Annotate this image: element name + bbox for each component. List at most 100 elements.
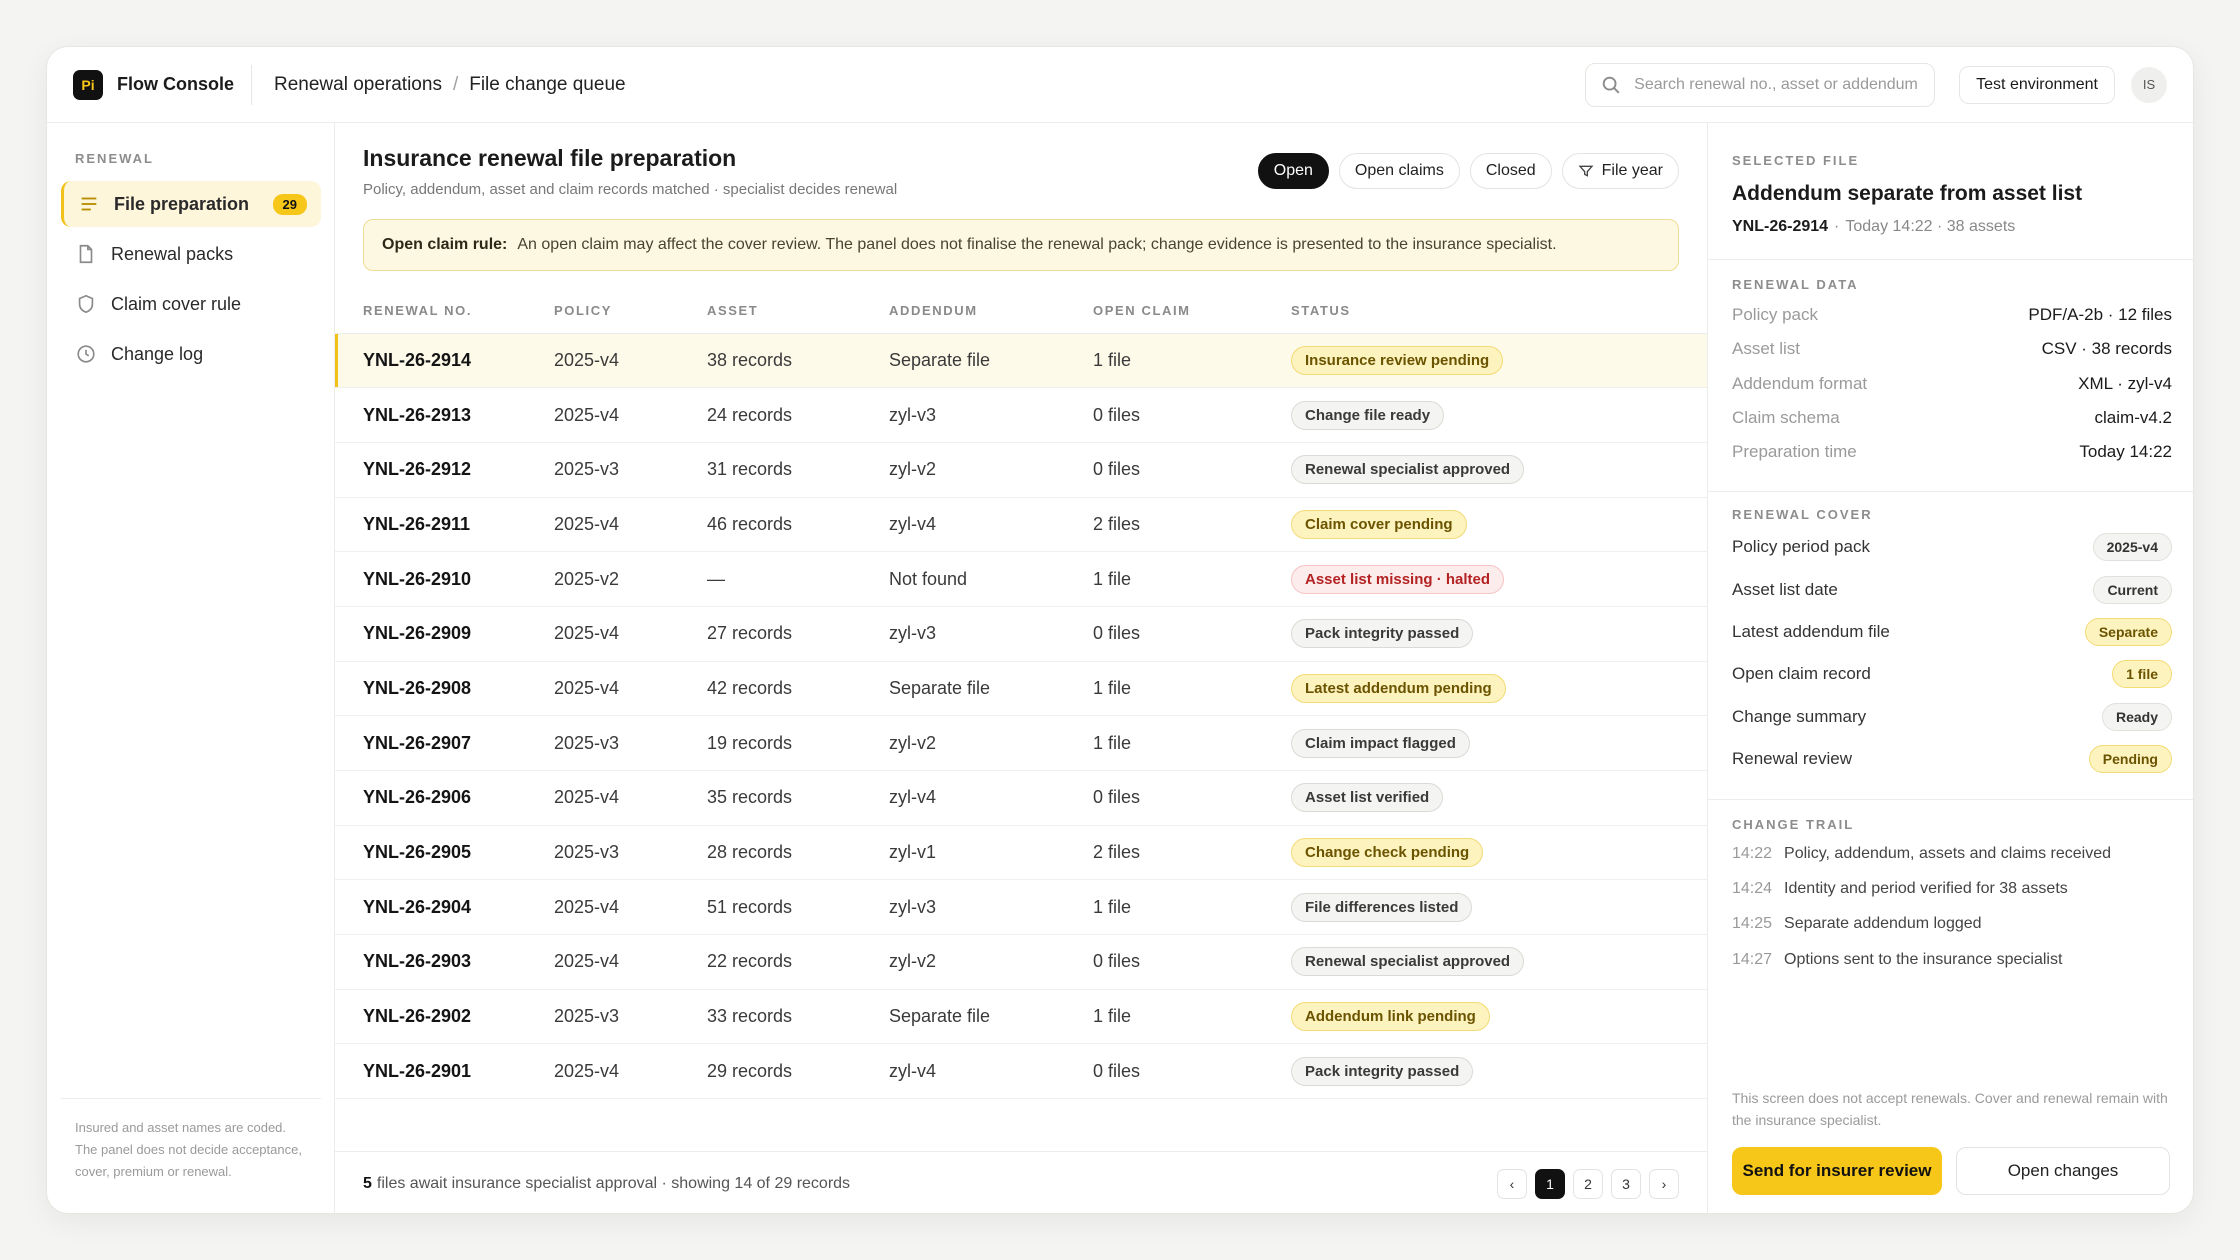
open-claim-cell: 2 files — [1093, 825, 1291, 881]
sidebar-item-label: File preparation — [114, 193, 250, 214]
page-subtitle: Policy, addendum, asset and claim record… — [363, 181, 898, 198]
breadcrumb-parent[interactable]: Renewal operations — [274, 73, 442, 95]
table-row[interactable]: YNL-26-2913 2025-v4 24 records zyl-v3 0 … — [335, 387, 1707, 443]
renewal-no: YNL-26-2901 — [335, 1043, 554, 1100]
sidebar-footer-note: Insured and asset names are coded. The p… — [61, 1098, 321, 1183]
renewal-table: RENEWAL NO. POLICY ASSET ADDENDUM OPEN C… — [335, 289, 1707, 1100]
sidebar-item-label: Renewal packs — [111, 243, 234, 264]
cover-badge: Ready — [2101, 702, 2172, 731]
addendum-cell: Separate file — [889, 661, 1093, 717]
status-badge: Latest addendum pending — [1291, 673, 1506, 703]
search-box[interactable] — [1585, 62, 1936, 107]
table-row[interactable]: YNL-26-2906 2025-v4 35 records zyl-v4 0 … — [335, 770, 1707, 826]
open-claim-cell: 0 files — [1093, 442, 1291, 498]
status-cell: Renewal specialist approved — [1291, 934, 1707, 990]
table-row[interactable]: YNL-26-2914 2025-v4 38 records Separate … — [335, 333, 1707, 389]
cover-badge: 1 file — [2112, 660, 2172, 689]
page-3-button[interactable]: 3 — [1611, 1168, 1641, 1199]
renewal-no: YNL-26-2911 — [335, 497, 554, 553]
sidebar-item-change-log[interactable]: Change log — [61, 331, 321, 377]
page-1-button[interactable]: 1 — [1535, 1168, 1565, 1199]
brand-logo: Pi — [73, 69, 103, 100]
open-claim-cell: 1 file — [1093, 333, 1291, 389]
table-row[interactable]: YNL-26-2904 2025-v4 51 records zyl-v3 1 … — [335, 879, 1707, 936]
renewal-data-section: RENEWAL DATA Policy pack PDF/A-2b · 12 fi… — [1732, 277, 2172, 469]
page-2-button[interactable]: 2 — [1573, 1168, 1603, 1199]
status-badge: Pack integrity passed — [1291, 1056, 1474, 1086]
table-row[interactable]: YNL-26-2911 2025-v4 46 records zyl-v4 2 … — [335, 497, 1707, 553]
panel-note: This screen does not accept renewals. Co… — [1732, 1090, 2168, 1128]
cover-row: Open claim record 1 file — [1732, 653, 2172, 695]
data-row: Asset list CSV · 38 records — [1732, 339, 2172, 359]
send-for-review-button[interactable]: Send for insurer review — [1732, 1147, 1942, 1195]
column-header[interactable]: RENEWAL NO. — [335, 289, 554, 334]
renewal-no: YNL-26-2908 — [335, 661, 554, 717]
renewal-no: YNL-26-2903 — [335, 934, 554, 990]
column-header[interactable]: ADDENDUM — [889, 289, 1093, 334]
column-header[interactable]: POLICY — [554, 289, 707, 334]
policy-cell: 2025-v4 — [554, 879, 707, 936]
search-input[interactable] — [1634, 75, 1921, 94]
policy-cell: 2025-v4 — [554, 333, 707, 389]
divider — [251, 64, 252, 105]
trail-item: 14:27 Options sent to the insurance speci… — [1732, 950, 2063, 968]
cover-row: Renewal review Pending — [1732, 738, 2172, 780]
renewal-no: YNL-26-2905 — [335, 825, 554, 881]
table-row[interactable]: YNL-26-2910 2025-v2 — Not found 1 file A… — [335, 551, 1707, 607]
sidebar-item-claim-cover-rule[interactable]: Claim cover rule — [61, 281, 321, 327]
status-badge: Change check pending — [1291, 838, 1484, 868]
table-row[interactable]: YNL-26-2907 2025-v3 19 records zyl-v2 1 … — [335, 715, 1707, 771]
filter-file-year[interactable]: File year — [1561, 153, 1679, 189]
brand[interactable]: Pi Flow Console — [47, 69, 251, 100]
section-label: RENEWAL COVER — [1732, 507, 1873, 522]
column-header[interactable]: STATUS — [1291, 289, 1707, 334]
addendum-cell: Not found — [889, 551, 1093, 607]
cover-badge: 2025-v4 — [2092, 533, 2172, 562]
status-badge: Claim cover pending — [1291, 509, 1467, 539]
filter-open[interactable]: Open — [1257, 153, 1329, 189]
open-claim-cell: 2 files — [1093, 497, 1291, 553]
cover-row: Latest addendum file Separate — [1732, 611, 2172, 653]
trail-item: 14:25 Separate addendum logged — [1732, 915, 1982, 933]
asset-cell: 24 records — [707, 387, 889, 443]
pending-count: 5 — [363, 1174, 372, 1192]
environment-button[interactable]: Test environment — [1959, 65, 2115, 104]
filter-open-claims[interactable]: Open claims — [1338, 153, 1460, 189]
status-badge: Renewal specialist approved — [1291, 455, 1525, 485]
table-row[interactable]: YNL-26-2912 2025-v3 31 records zyl-v2 0 … — [335, 442, 1707, 498]
open-changes-button[interactable]: Open changes — [1956, 1147, 2170, 1195]
asset-cell: 33 records — [707, 989, 889, 1045]
rule-text: An open claim may affect the cover revie… — [517, 236, 1557, 253]
sidebar-item-renewal-packs[interactable]: Renewal packs — [61, 231, 321, 277]
policy-cell: 2025-v4 — [554, 387, 707, 443]
status-cell: File differences listed — [1291, 879, 1707, 936]
renewal-no: YNL-26-2913 — [335, 387, 554, 443]
status-badge: Addendum link pending — [1291, 1002, 1490, 1032]
open-claim-cell: 1 file — [1093, 551, 1291, 607]
filter-closed[interactable]: Closed — [1469, 153, 1552, 189]
list-icon — [81, 197, 97, 211]
column-header[interactable]: ASSET — [707, 289, 889, 334]
table-row[interactable]: YNL-26-2909 2025-v4 27 records zyl-v3 0 … — [335, 606, 1707, 662]
table-row[interactable]: YNL-26-2908 2025-v4 42 records Separate … — [335, 661, 1707, 717]
filter-bar: Open Open claims Closed File year — [1257, 153, 1679, 189]
table-row[interactable]: YNL-26-2903 2025-v4 22 records zyl-v2 0 … — [335, 934, 1707, 990]
next-page-button[interactable]: › — [1649, 1168, 1679, 1199]
policy-cell: 2025-v3 — [554, 825, 707, 881]
table-row[interactable]: YNL-26-2901 2025-v4 29 records zyl-v4 0 … — [335, 1043, 1707, 1100]
prev-page-button[interactable]: ‹ — [1497, 1168, 1527, 1199]
avatar[interactable]: IS — [2131, 66, 2167, 103]
status-cell: Change check pending — [1291, 825, 1707, 881]
cover-badge: Separate — [2084, 617, 2172, 646]
table-row[interactable]: YNL-26-2902 2025-v3 33 records Separate … — [335, 989, 1707, 1045]
renewal-no: YNL-26-2909 — [335, 606, 554, 662]
table-row[interactable]: YNL-26-2905 2025-v3 28 records zyl-v1 2 … — [335, 825, 1707, 881]
policy-cell: 2025-v4 — [554, 606, 707, 662]
divider — [1708, 259, 2193, 260]
table-header-row: RENEWAL NO. POLICY ASSET ADDENDUM OPEN C… — [335, 289, 1707, 334]
open-claim-cell: 0 files — [1093, 770, 1291, 826]
open-claim-cell: 1 file — [1093, 989, 1291, 1045]
column-header[interactable]: OPEN CLAIM — [1093, 289, 1291, 334]
sidebar-item-file-preparation[interactable]: File preparation 29 — [61, 181, 321, 227]
document-icon — [79, 244, 93, 264]
